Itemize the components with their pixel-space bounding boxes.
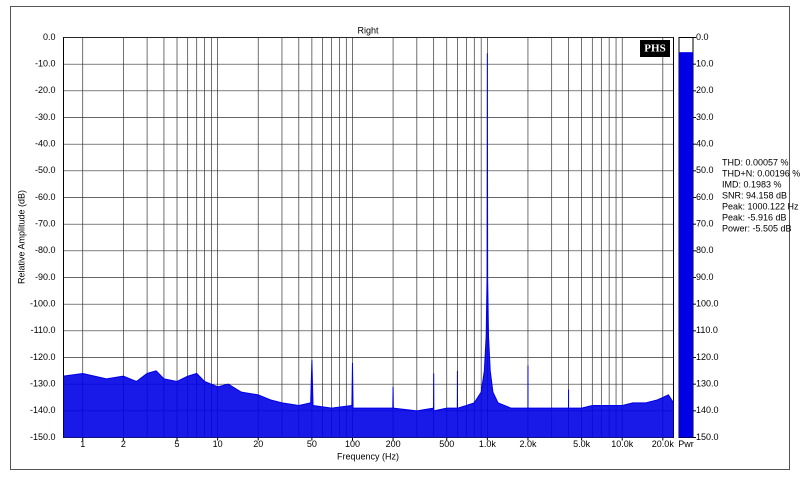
x-tick-label: 20.0k [652,439,675,449]
y-tick-label: -40.0 [35,139,56,149]
y-tick-label: -110.0 [31,325,56,335]
stat-text: Peak: 1000.122 Hz [722,201,799,211]
y2-tick-label: 40.0 [696,139,714,149]
x-tick-label: 500 [439,439,454,449]
y-tick-label: -30.0 [35,112,56,122]
y-tick-label: -80.0 [35,245,56,255]
x-tick-label: 5 [175,439,180,449]
y2-tick-label: 120.0 [696,352,719,362]
y2-tick-label: 130.0 [696,379,719,389]
x-tick-label: 5.0k [573,439,591,449]
y-tick-label: -100.0 [30,299,56,309]
stat-text: IMD: 0.1983 % [722,179,782,189]
x-tick-label: 1.0k [479,439,497,449]
stat-text: THD: 0.00057 % [722,157,789,167]
chart-title: Right [357,25,379,35]
spectrum-line [63,53,674,412]
y-tick-label: -10.0 [35,59,56,69]
y-tick-label: -120.0 [30,352,56,362]
y-tick-label: -130.0 [30,379,56,389]
stat-text: Power: -5.505 dB [722,223,792,233]
stat-text: THD+N: 0.00196 % [722,168,800,178]
y2-tick-label: 30.0 [696,112,714,122]
x-tick-label: 1 [80,439,85,449]
y2-tick-label: 20.0 [696,85,714,95]
stat-text: Peak: -5.916 dB [722,212,787,222]
y-tick-label: -70.0 [35,219,56,229]
x-tick-label: 2 [121,439,126,449]
y2-tick-label: 110.0 [696,325,718,335]
x-tick-label: 10.0k [611,439,634,449]
y2-tick-label: 70.0 [696,219,714,229]
y-axis-label: Relative Amplitude (dB) [16,190,26,284]
x-tick-label: 20 [253,439,263,449]
x-axis-label: Frequency (Hz) [337,451,399,461]
logo: PHS [644,43,665,55]
y-tick-label: -20.0 [35,85,56,95]
y2-tick-label: 0.0 [696,32,709,42]
x-tick-label: 50 [307,439,317,449]
x-tick-label: 10 [213,439,223,449]
y2-tick-label: 150.0 [696,432,719,442]
x-tick-label: 100 [345,439,360,449]
stat-text: SNR: 94.158 dB [722,190,787,200]
plot-area [63,37,674,438]
y2-tick-label: 100.0 [696,299,719,309]
bar [679,52,693,438]
y2-tick-label: 60.0 [696,192,714,202]
y2-tick-label: 140.0 [696,405,719,415]
area-fill [63,53,674,438]
y2-tick-label: 80.0 [696,245,714,255]
y-tick-label: -150.0 [30,432,56,442]
y2-tick-label: 10.0 [696,59,714,69]
y-tick-label: -90.0 [35,272,56,282]
y-tick-label: -60.0 [35,192,56,202]
y-tick-label: -50.0 [35,165,56,175]
y-tick-label: -140.0 [30,405,56,415]
y2-tick-label: 50.0 [696,165,714,175]
x-tick-label: Pwr [678,439,694,449]
x-tick-label: 200 [386,439,401,449]
y-tick-label: 0.0 [43,32,56,42]
y2-tick-label: 90.0 [696,272,714,282]
x-tick-label: 2.0k [519,439,537,449]
logo-box [640,40,670,57]
